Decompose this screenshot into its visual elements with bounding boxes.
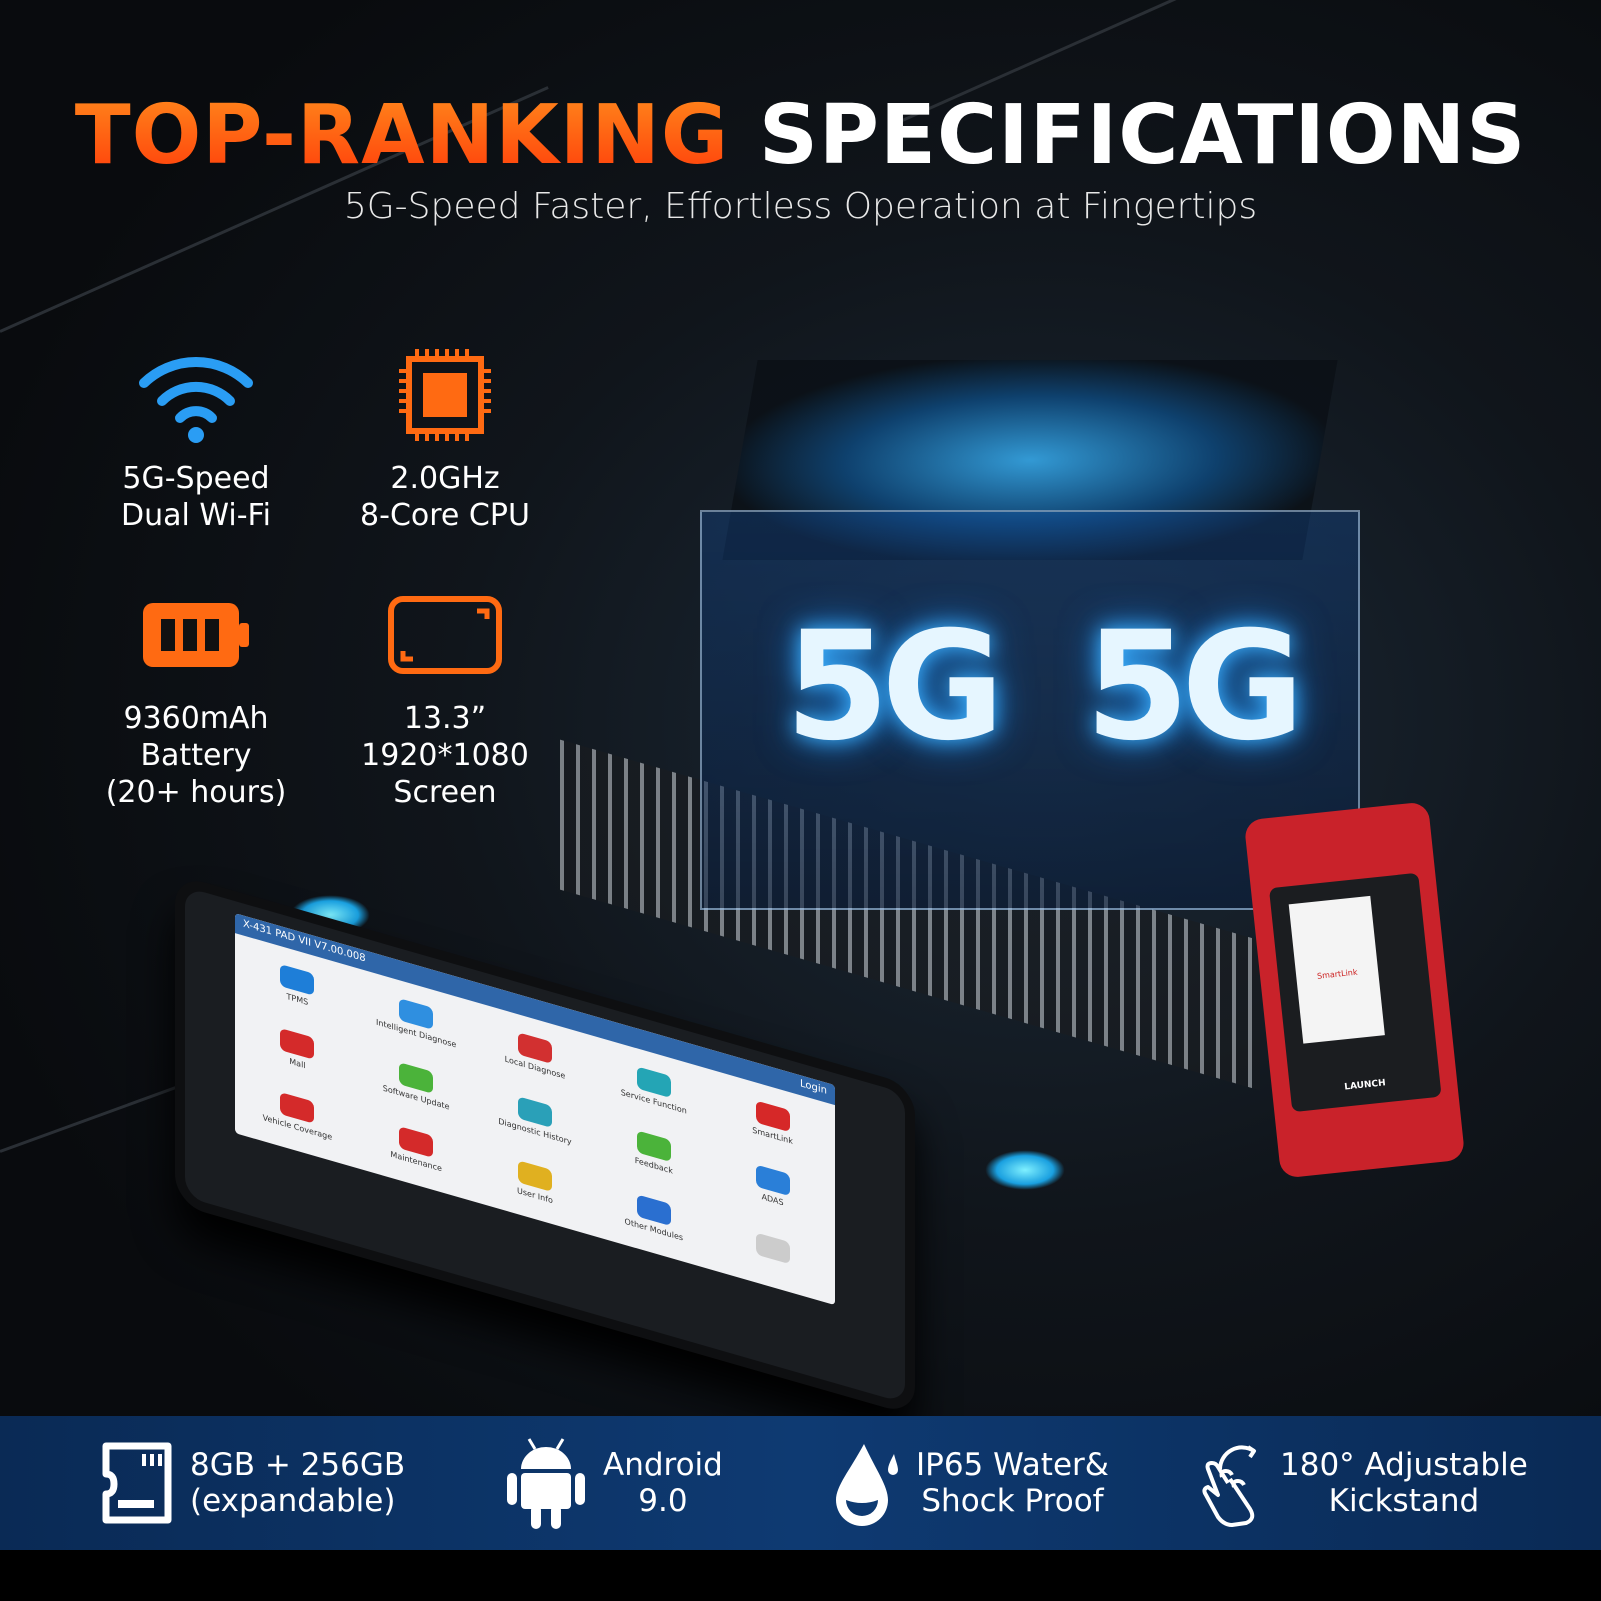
- brand-logo: LAUNCH: [1343, 1078, 1387, 1093]
- cpu-icon: [325, 340, 565, 450]
- spec-cpu: 2.0GHz 8-Core CPU: [325, 340, 565, 534]
- feature-waterproof: IP65 Water& Shock Proof: [830, 1416, 1109, 1550]
- bottom-strip: [0, 1550, 1601, 1601]
- 5g-label: 5G: [1085, 600, 1304, 774]
- app-icon: [755, 1232, 790, 1265]
- feature-kickstand: 180° Adjustable Kickstand: [1200, 1416, 1528, 1550]
- app-icon: [280, 1027, 315, 1060]
- light-glow: [985, 1150, 1065, 1190]
- spec-wifi: 5G-Speed Dual Wi-Fi: [76, 340, 316, 534]
- app-icon: [280, 963, 315, 996]
- water-drop-icon: [836, 1444, 898, 1526]
- sd-card-icon: [102, 1442, 172, 1524]
- battery-icon: [76, 580, 316, 690]
- touch-hand-icon: [1202, 1445, 1256, 1527]
- spec-battery: 9360mAh Battery (20+ hours): [76, 580, 316, 811]
- wifi-icon: [76, 340, 316, 450]
- spec-screen: 13.3” 1920*1080 Screen: [325, 580, 565, 811]
- screen-icon: [325, 580, 565, 690]
- smartlink-device: SmartLink LAUNCH: [1243, 801, 1466, 1179]
- 5g-label: 5G: [785, 600, 1004, 774]
- feature-band: 8GB + 256GB (expandable) Android 9.0 IP65 …: [0, 1416, 1601, 1550]
- feature-storage: 8GB + 256GB (expandable): [100, 1416, 405, 1550]
- feature-android: Android 9.0: [505, 1416, 723, 1550]
- subtitle: 5G-Speed Faster, Effortless Operation at…: [343, 186, 1258, 227]
- page-title: TOP-RANKING SPECIFICATIONS: [74, 88, 1527, 183]
- android-icon: [507, 1438, 585, 1529]
